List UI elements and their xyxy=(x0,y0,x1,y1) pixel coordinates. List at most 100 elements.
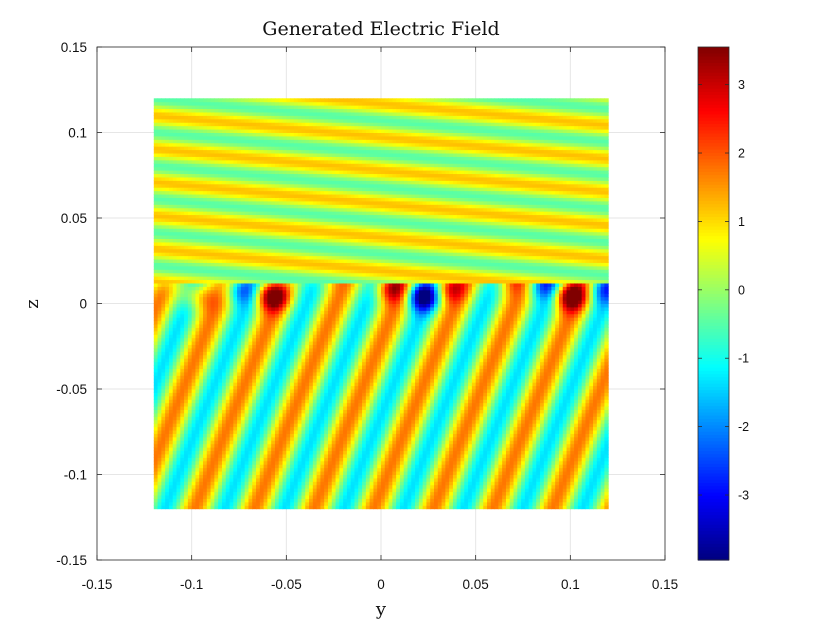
field-cell xyxy=(153,289,159,294)
field-cell xyxy=(271,111,276,116)
field-cell xyxy=(240,204,246,209)
field-cell xyxy=(263,501,268,506)
field-cell xyxy=(271,395,276,400)
field-cell xyxy=(218,289,223,294)
field-cell xyxy=(210,450,215,455)
field-cell xyxy=(184,235,189,240)
field-cell xyxy=(248,272,253,277)
field-cell xyxy=(233,440,238,445)
field-cell xyxy=(206,129,212,133)
field-cell xyxy=(286,166,291,171)
field-cell xyxy=(286,505,291,510)
field-cell xyxy=(237,98,242,103)
field-cell xyxy=(210,347,215,352)
field-cell xyxy=(290,245,295,250)
field-cell xyxy=(203,276,208,281)
field-cell xyxy=(157,354,162,359)
field-cell xyxy=(263,488,268,493)
field-cell xyxy=(240,412,246,417)
field-cell xyxy=(229,238,234,243)
field-cell xyxy=(256,224,261,229)
field-cell xyxy=(286,426,291,431)
field-cell xyxy=(267,382,272,387)
field-cell xyxy=(259,211,265,216)
field-cell xyxy=(172,361,178,366)
field-cell xyxy=(244,187,249,192)
field-cell xyxy=(301,296,306,301)
field-cell xyxy=(293,447,299,452)
field-cell xyxy=(301,259,306,263)
field-cell xyxy=(168,180,174,185)
field-cell xyxy=(248,436,253,441)
field-cell xyxy=(206,204,212,209)
field-cell xyxy=(278,159,284,164)
field-cell xyxy=(176,163,181,168)
field-cell xyxy=(161,310,166,315)
field-cell xyxy=(168,286,174,291)
field-cell xyxy=(248,159,253,164)
field-cell xyxy=(267,450,272,455)
field-cell xyxy=(301,190,306,195)
field-cell xyxy=(191,197,196,202)
field-cell xyxy=(187,224,193,229)
field-cell xyxy=(153,300,159,304)
field-cell xyxy=(195,224,200,229)
field-cell xyxy=(263,423,268,428)
field-cell xyxy=(293,303,299,308)
field-cell xyxy=(282,320,287,325)
field-cell xyxy=(161,132,166,137)
field-cell xyxy=(248,282,253,287)
field-cell xyxy=(191,358,196,363)
field-cell xyxy=(165,474,170,479)
field-cell xyxy=(165,412,170,417)
field-cell xyxy=(301,231,306,236)
field-cell xyxy=(210,368,215,373)
field-cell xyxy=(259,320,265,325)
field-cell xyxy=(301,460,306,465)
field-cell xyxy=(282,173,287,178)
field-cell xyxy=(161,395,166,400)
field-cell xyxy=(187,389,193,393)
field-cell xyxy=(176,330,181,335)
field-cell xyxy=(225,207,231,212)
field-cell xyxy=(305,303,310,308)
field-cell xyxy=(252,101,257,106)
field-cell xyxy=(290,327,295,332)
field-cell xyxy=(286,406,291,411)
field-cell xyxy=(229,443,234,448)
field-cell xyxy=(168,341,174,346)
field-cell xyxy=(210,457,215,462)
field-cell xyxy=(278,402,284,407)
field-cell xyxy=(218,173,223,178)
field-cell xyxy=(191,146,196,151)
field-cell xyxy=(301,426,306,431)
field-cell xyxy=(206,248,212,253)
field-cell xyxy=(244,378,249,383)
field-cell xyxy=(161,98,166,103)
field-cell xyxy=(297,310,302,315)
field-cell xyxy=(305,488,310,493)
field-cell xyxy=(187,334,193,339)
field-cell xyxy=(282,190,287,195)
field-cell xyxy=(274,443,280,448)
field-cell xyxy=(210,214,215,219)
field-cell xyxy=(187,159,193,164)
field-cell xyxy=(225,436,231,441)
field-cell xyxy=(305,252,310,257)
field-cell xyxy=(301,135,306,140)
field-cell xyxy=(252,310,257,315)
field-cell xyxy=(301,293,306,298)
field-cell xyxy=(191,330,196,335)
field-cell xyxy=(248,354,253,359)
field-cell xyxy=(252,183,257,188)
field-cell xyxy=(191,252,196,257)
field-cell xyxy=(278,440,284,445)
field-cell xyxy=(290,488,295,493)
field-cell xyxy=(271,365,276,369)
field-cell xyxy=(274,460,280,465)
field-cell xyxy=(278,197,284,202)
field-cell xyxy=(290,501,295,506)
field-cell xyxy=(297,139,302,144)
field-cell xyxy=(165,166,170,171)
field-cell xyxy=(282,306,287,311)
